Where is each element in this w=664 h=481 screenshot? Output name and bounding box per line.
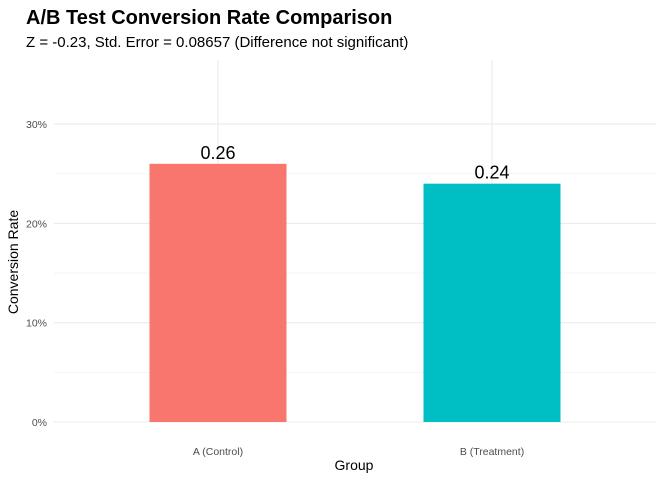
y-tick-label: 30% [26,119,47,131]
bars [149,163,561,422]
x-axis-title: Group [335,457,374,473]
x-axis-ticks: A (Control) B (Treatment) [193,446,524,458]
y-tick-label: 0% [32,417,47,429]
x-tick-label: A (Control) [193,446,243,458]
data-label-a-control: 0.26 [200,143,235,163]
bar-a-control [149,163,287,422]
gridlines [54,60,656,423]
chart-title: A/B Test Conversion Rate Comparison [26,7,392,29]
y-tick-label: 20% [26,218,47,230]
chart-subtitle: Z = -0.23, Std. Error = 0.08657 (Differe… [26,34,408,51]
data-label-b-treatment: 0.24 [474,163,509,183]
bar-b-treatment [423,183,561,422]
y-axis-title: Conversion Rate [5,210,21,314]
data-labels: 0.26 0.24 [200,143,509,183]
y-tick-label: 10% [26,318,47,330]
y-axis-ticks: 0% 10% 20% 30% [26,119,47,429]
x-tick-label: B (Treatment) [460,446,524,458]
